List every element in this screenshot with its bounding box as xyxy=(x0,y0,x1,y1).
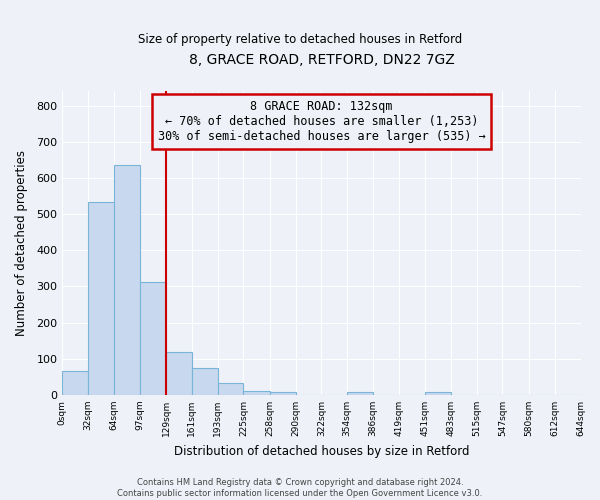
Bar xyxy=(88,202,114,395)
Bar xyxy=(114,166,140,395)
Bar xyxy=(244,390,270,395)
Title: 8, GRACE ROAD, RETFORD, DN22 7GZ: 8, GRACE ROAD, RETFORD, DN22 7GZ xyxy=(188,52,454,66)
X-axis label: Distribution of detached houses by size in Retford: Distribution of detached houses by size … xyxy=(173,444,469,458)
Bar xyxy=(270,392,296,395)
Bar xyxy=(192,368,218,395)
Bar xyxy=(218,384,244,395)
Bar xyxy=(166,352,192,395)
Bar xyxy=(425,392,451,395)
Bar xyxy=(62,372,88,395)
Text: 8 GRACE ROAD: 132sqm
← 70% of detached houses are smaller (1,253)
30% of semi-de: 8 GRACE ROAD: 132sqm ← 70% of detached h… xyxy=(158,100,485,144)
Bar xyxy=(140,282,166,395)
Text: Size of property relative to detached houses in Retford: Size of property relative to detached ho… xyxy=(138,32,462,46)
Bar xyxy=(347,392,373,395)
Text: Contains HM Land Registry data © Crown copyright and database right 2024.
Contai: Contains HM Land Registry data © Crown c… xyxy=(118,478,482,498)
Y-axis label: Number of detached properties: Number of detached properties xyxy=(15,150,28,336)
